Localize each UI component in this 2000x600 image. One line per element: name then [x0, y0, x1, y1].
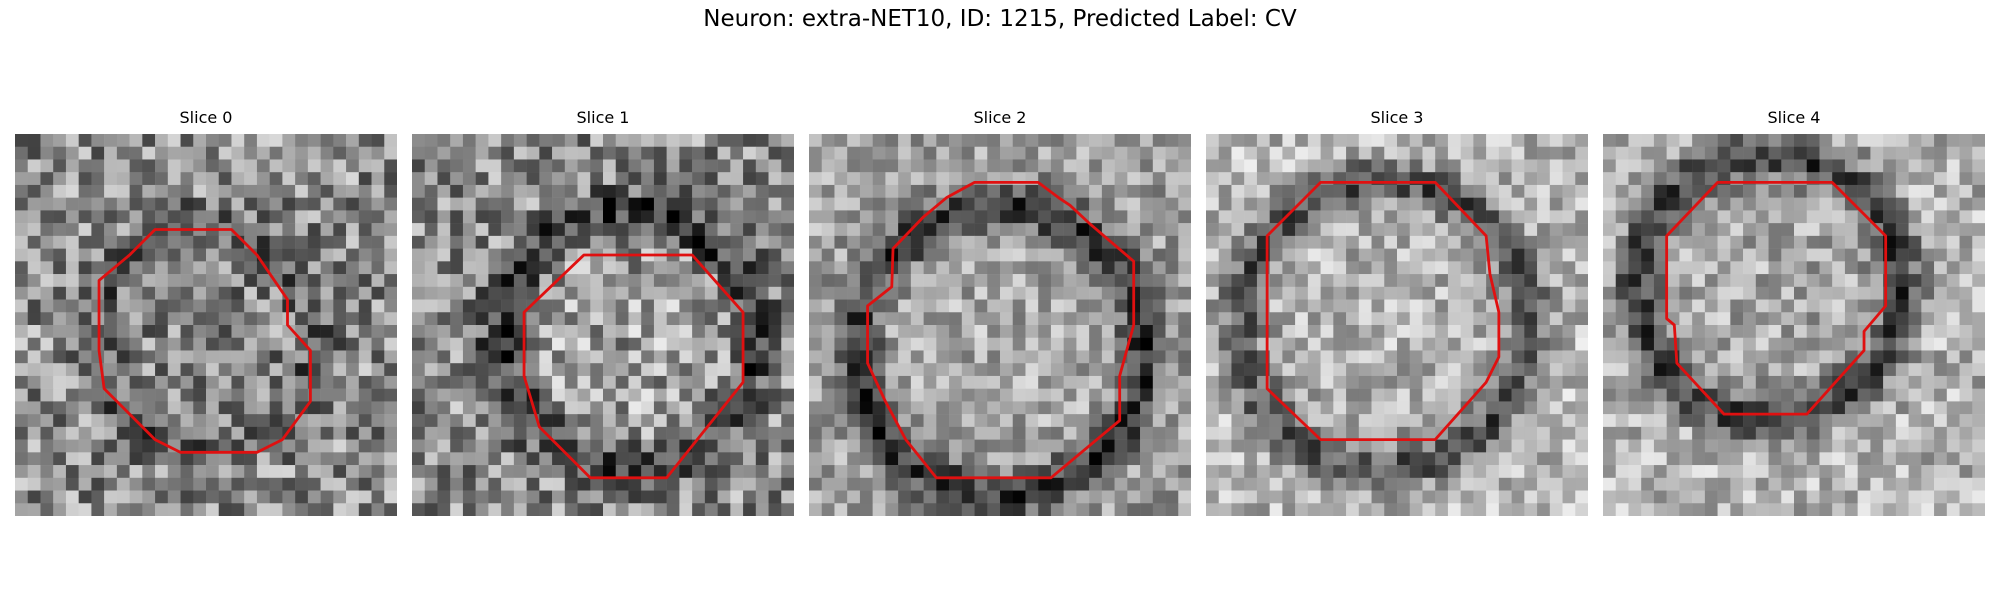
slice-panel-4: Slice 4	[1603, 108, 1985, 516]
slice-panel-0: Slice 0	[15, 108, 397, 516]
slice-image-0	[15, 134, 397, 516]
slice-title-4: Slice 4	[1767, 108, 1821, 127]
slice-image-1	[412, 134, 794, 516]
slice-image-4	[1603, 134, 1985, 516]
slice-image-2	[809, 134, 1191, 516]
slice-image-3	[1206, 134, 1588, 516]
slice-panel-1: Slice 1	[412, 108, 794, 516]
pixel-grid	[412, 134, 794, 516]
figure-title: Neuron: extra-NET10, ID: 1215, Predicted…	[703, 6, 1297, 32]
pixel-grid	[1603, 134, 1985, 516]
slice-title-2: Slice 2	[973, 108, 1027, 127]
slice-title-3: Slice 3	[1370, 108, 1424, 127]
cell-contour	[866, 180, 1136, 480]
slice-panel-2: Slice 2	[809, 108, 1191, 516]
cell-contour	[1265, 180, 1501, 442]
slice-panel-3: Slice 3	[1206, 108, 1588, 516]
pixel-grid	[809, 134, 1191, 516]
cell-contour	[522, 253, 745, 480]
cell-contour	[1665, 180, 1888, 416]
slice-title-0: Slice 0	[179, 108, 233, 127]
cell-contour	[97, 228, 312, 454]
pixel-grid	[15, 134, 397, 516]
slice-title-1: Slice 1	[576, 108, 630, 127]
pixel-grid	[1206, 134, 1588, 516]
